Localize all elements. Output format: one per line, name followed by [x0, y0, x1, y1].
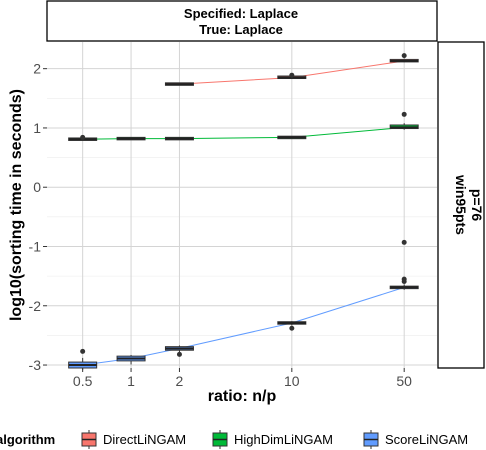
y-axis-title: log10(sorting time in seconds)	[8, 89, 25, 321]
x-tick-label: 10	[284, 373, 300, 389]
box-highdimlingam-2	[164, 136, 194, 141]
legend-label: HighDimLiNGAM	[234, 432, 333, 447]
box-scorelingam-2	[164, 345, 194, 357]
y-tick-label: 1	[33, 120, 41, 136]
outlier-point	[401, 53, 407, 59]
box-highdimlingam-10	[277, 135, 307, 140]
x-tick-label: 0.5	[73, 373, 93, 389]
outlier-point	[289, 72, 295, 78]
facet-strip-right	[437, 41, 485, 369]
box-scorelingam-1	[116, 354, 146, 365]
legend-title: algorithm	[0, 432, 55, 447]
outlier-point	[401, 276, 407, 282]
outlier-point	[401, 111, 407, 117]
x-axis-title: ratio: n/p	[208, 388, 277, 405]
y-axis: -3 -2 -1 0 1 2	[29, 61, 47, 373]
outlier-point	[80, 134, 86, 140]
box-highdimlingam-50	[389, 111, 419, 130]
plot-panel	[47, 42, 437, 368]
outlier-point	[80, 348, 86, 354]
outlier-point	[401, 239, 407, 245]
box-directlingam-50	[389, 53, 419, 63]
grid-lines	[47, 42, 437, 368]
facet-top-line-2: True: Laplace	[199, 22, 283, 37]
y-tick-label: -3	[29, 357, 42, 373]
box-directlingam-10	[277, 72, 307, 80]
legend: algorithm DirectLiNGAM HighDimLiNGAM Score…	[0, 430, 468, 449]
outlier-point	[176, 351, 182, 357]
box-directlingam-2	[164, 82, 194, 86]
box-groups	[68, 53, 419, 370]
x-tick-label: 2	[176, 373, 184, 389]
box-scorelingam-0.5	[68, 348, 98, 370]
legend-item-scorelingam: ScoreLiNGAM	[363, 430, 468, 449]
legend-label: DirectLiNGAM	[103, 432, 186, 447]
x-tick-label: 50	[396, 373, 412, 389]
box-scorelingam-50	[389, 239, 419, 290]
box-highdimlingam-0.5	[68, 134, 98, 141]
facet-right-line-1: win95pts	[453, 174, 469, 235]
y-tick-label: 0	[33, 179, 41, 195]
legend-item-directlingam: DirectLiNGAM	[81, 430, 186, 449]
legend-item-highdimlingam: HighDimLiNGAM	[212, 430, 333, 449]
facet-right-line-2: p=76	[469, 189, 485, 222]
y-tick-label: -1	[29, 238, 42, 254]
x-axis: 0.5 1 2 10 50	[73, 368, 412, 389]
y-tick-label: -2	[29, 298, 42, 314]
legend-label: ScoreLiNGAM	[385, 432, 468, 447]
facet-strip-top	[46, 0, 438, 42]
outlier-point	[289, 325, 295, 331]
box-highdimlingam-1	[116, 136, 146, 141]
y-tick-label: 2	[33, 61, 41, 77]
facet-top-line-1: Specified: Laplace	[184, 6, 298, 21]
box-scorelingam-10	[277, 321, 307, 331]
x-tick-label: 1	[127, 373, 135, 389]
